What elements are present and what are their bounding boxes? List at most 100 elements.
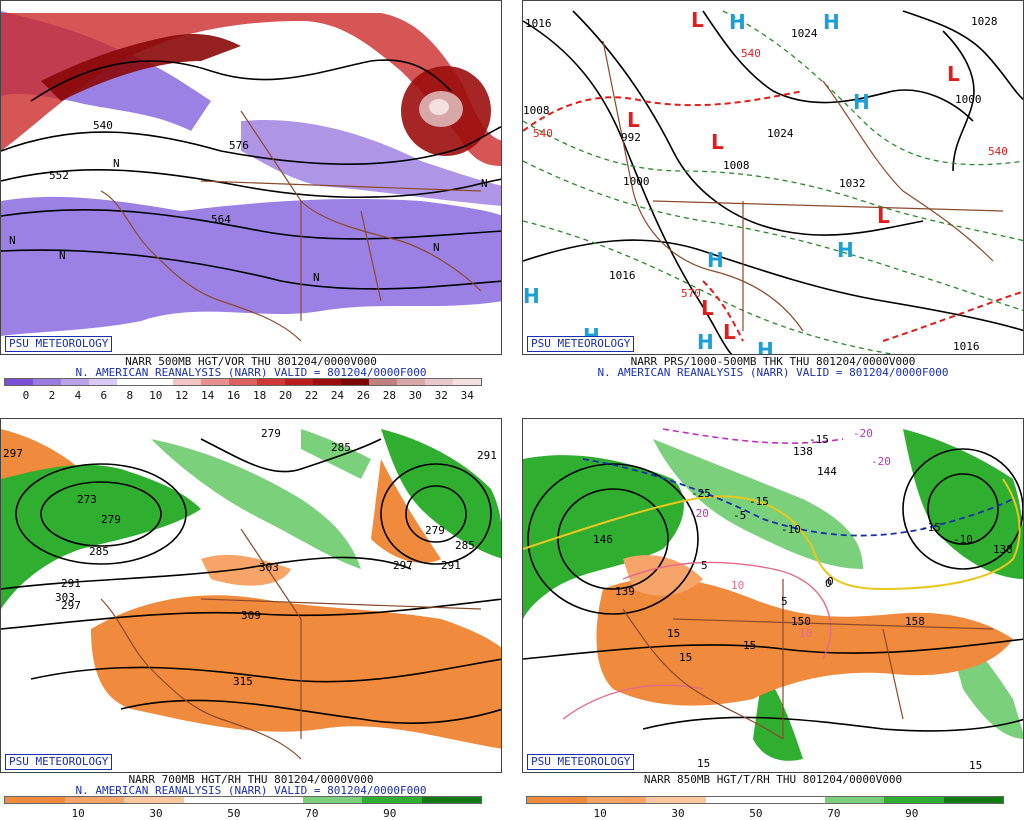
contour-label: 540	[533, 127, 553, 140]
contour-label: 158	[905, 615, 925, 628]
contour-label: 540	[741, 47, 761, 60]
contour-label: 0	[825, 577, 832, 590]
colorbar-tick-label: 16	[227, 389, 241, 402]
panel-thickness-pressure: 1016 1024 1008 992 1000 1008 1032 1024 1…	[522, 0, 1024, 402]
colorbar-tick-label: 30	[149, 807, 163, 820]
panel-title: NARR 700MB HGT/RH THU 801204/0000V000	[128, 773, 374, 786]
contour-label: 150	[791, 615, 811, 628]
contour-label: 303	[259, 561, 279, 574]
low-pressure-symbol: L	[691, 8, 704, 32]
contour-label: 5	[701, 559, 708, 572]
contour-label: 1016	[609, 269, 636, 282]
contour-label: 138	[993, 543, 1013, 556]
map-850mb-temperature-rh: -15 -20 -20 138 144 -25 -20 -15 -10 -5 0…	[522, 418, 1024, 773]
colorbar-swatch	[302, 797, 362, 803]
contour-label: 10	[799, 627, 812, 640]
colorbar-tick-label: 20	[278, 389, 293, 402]
contour-label: 315	[233, 675, 253, 688]
colorbar-tick-label: 4	[74, 389, 82, 402]
contour-label: 992	[621, 131, 641, 144]
contour-label: 273	[77, 493, 97, 506]
panel-title: NARR 500MB HGT/VOR THU 801204/0000V000	[125, 355, 377, 368]
colorbar-swatch	[124, 797, 184, 803]
colorbar-tick-label: 10	[71, 807, 85, 820]
contour-label: 1008	[523, 104, 550, 117]
high-pressure-symbol: H	[729, 10, 746, 34]
contour-label: 564	[211, 213, 231, 226]
colorbar-swatch	[243, 797, 303, 803]
colorbar-swatch	[33, 379, 61, 385]
colorbar-tick-label: 28	[382, 389, 396, 402]
contour-label: -20	[853, 427, 873, 440]
colorbar-swatch	[824, 797, 884, 803]
high-pressure-symbol: H	[757, 338, 774, 355]
contour-label: 146	[593, 533, 613, 546]
panel-700mb-rh: 279 285 297 273 279 285 291 297 303 309 …	[0, 418, 502, 820]
contour-label: 15	[667, 627, 680, 640]
contour-label: 1028	[971, 15, 998, 28]
colorbar-labels: 0 2 4 6 8 10 12 14 16 18 20 22 24 26 28 30 32 34	[4, 389, 482, 402]
map-thickness-pressure: 1016 1024 1008 992 1000 1008 1032 1024 1…	[522, 0, 1024, 355]
contour-label: -5	[733, 509, 746, 522]
map-500mb-vorticity: 540 576 552 564 N N N N N N	[0, 0, 502, 355]
panel-title: NARR PRS/1000-500MB THK THU 801204/0000V…	[630, 355, 916, 368]
colorbar-swatch	[5, 379, 33, 385]
contour-label: 279	[425, 524, 445, 537]
contour-label: 15	[743, 639, 756, 652]
colorbar-swatch	[527, 797, 587, 803]
high-pressure-symbol: H	[707, 248, 724, 272]
contour-label: 303	[55, 591, 75, 604]
colorbar-tick-label: 34	[460, 389, 474, 402]
colorbar-tick-label: 32	[434, 389, 448, 402]
colorbar-swatch	[173, 379, 201, 385]
contour-label: 297	[393, 559, 413, 572]
contour-label: 144	[817, 465, 837, 478]
psu-meteorology-badge: PSU METEOROLOGY	[5, 754, 113, 770]
contour-label: 291	[441, 559, 461, 572]
colorbar-swatch	[257, 379, 285, 385]
contour-label: 1032	[839, 177, 866, 190]
colorbar-swatch	[201, 379, 229, 385]
colorbar-swatch	[229, 379, 257, 385]
panel-valid-time: N. AMERICAN REANALYSIS (NARR) VALID = 80…	[75, 366, 427, 379]
colorbar-swatch	[884, 797, 944, 803]
colorbar-tick-label: 30	[671, 807, 685, 820]
contour-label: -20	[871, 455, 891, 468]
contour-label: -10	[953, 533, 973, 546]
contour-label: 552	[49, 169, 69, 182]
colorbar-tick-label: 2	[48, 389, 56, 402]
colorbar	[4, 796, 482, 804]
contour-label: -25	[691, 487, 711, 500]
contour-label: 15	[969, 759, 982, 772]
map-symbol-n: N	[313, 271, 320, 284]
contour-label: 279	[101, 513, 121, 526]
panel-valid-time: N. AMERICAN REANALYSIS (NARR) VALID = 80…	[597, 366, 949, 379]
contour-label: 297	[61, 599, 81, 612]
contour-label: 0	[827, 575, 834, 588]
high-pressure-symbol: H	[523, 284, 540, 308]
psu-meteorology-badge: PSU METEOROLOGY	[527, 754, 635, 770]
contour-label: 291	[61, 577, 81, 590]
colorbar-swatch	[586, 797, 646, 803]
colorbar-tick-label: 90	[905, 807, 919, 820]
colorbar-swatch	[145, 379, 173, 385]
contour-label: 576	[229, 139, 249, 152]
colorbar-swatch	[89, 379, 117, 385]
contour-label: 540	[93, 119, 113, 132]
map-symbol-n: N	[59, 249, 66, 262]
colorbar-tick-label: 30	[408, 389, 422, 402]
colorbar-tick-label: 14	[201, 389, 215, 402]
map-symbol-n: N	[481, 177, 488, 190]
panel-title: NARR 850MB HGT/T/RH THU 801204/0000V000	[643, 773, 903, 786]
colorbar-tick-label: 22	[304, 389, 319, 402]
colorbar-swatch	[646, 797, 706, 803]
colorbar-tick-label: 50	[227, 807, 241, 820]
map-symbol-n: N	[113, 157, 120, 170]
low-pressure-symbol: L	[627, 108, 640, 132]
contour-label: 15	[697, 757, 710, 770]
colorbar-tick-label: 50	[749, 807, 763, 820]
contour-label: 285	[331, 441, 351, 454]
low-pressure-symbol: L	[877, 204, 890, 228]
colorbar-tick-label: 70	[827, 807, 841, 820]
low-pressure-symbol: L	[723, 320, 736, 344]
